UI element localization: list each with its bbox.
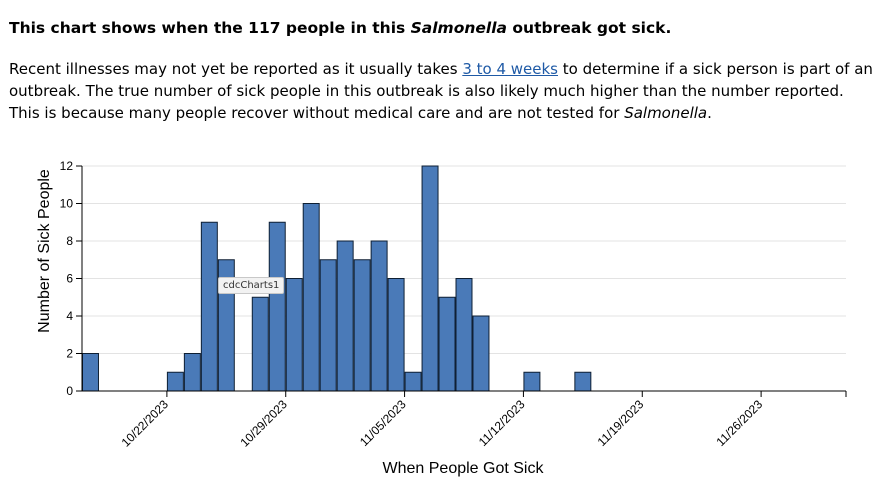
chart-headline: This chart shows when the 117 people in … <box>9 19 671 37</box>
bar[interactable] <box>268 221 286 392</box>
bar[interactable] <box>183 353 201 392</box>
intro-text-3: . <box>707 104 712 122</box>
intro-pathogen: Salmonella <box>624 104 708 122</box>
intro-paragraph: Recent illnesses may not yet be reported… <box>9 58 875 124</box>
x-tick-label: 11/05/2023 <box>357 397 409 449</box>
x-axis-label: When People Got Sick <box>383 460 545 477</box>
y-axis: 0 2 4 6 8 10 12 <box>60 159 83 398</box>
y-tick-label: 12 <box>60 159 74 173</box>
y-tick-label: 10 <box>60 197 74 211</box>
headline-text-pre: This chart shows when the 117 people in … <box>9 19 411 37</box>
y-tick-label: 4 <box>66 309 73 323</box>
bar[interactable] <box>370 240 388 392</box>
bar[interactable] <box>285 278 303 392</box>
bar[interactable] <box>353 259 371 392</box>
intro-text-1: Recent illnesses may not yet be reported… <box>9 60 463 78</box>
y-tick-label: 2 <box>66 347 73 361</box>
headline-pathogen: Salmonella <box>410 19 507 37</box>
intro-text-2: to determine if a sick person is part of… <box>9 60 873 122</box>
bar[interactable] <box>166 371 184 392</box>
y-tick-label: 6 <box>66 272 73 286</box>
y-tick-label: 8 <box>66 234 73 248</box>
bar[interactable] <box>319 259 337 392</box>
bar[interactable] <box>523 371 541 392</box>
x-tick-label: 11/19/2023 <box>595 397 647 449</box>
reporting-timeline-link[interactable]: 3 to 4 weeks <box>462 60 558 78</box>
x-axis: 10/22/2023 10/29/2023 11/05/2023 11/12/2023… <box>82 390 847 450</box>
y-axis-label: Number of Sick People <box>36 169 53 333</box>
bar[interactable] <box>82 353 99 392</box>
bar[interactable] <box>455 278 473 392</box>
y-tick-label: 0 <box>66 384 73 398</box>
x-tick-label: 10/22/2023 <box>119 397 172 450</box>
bar[interactable] <box>251 296 269 392</box>
bar[interactable] <box>404 371 422 392</box>
epi-curve-chart: 0 2 4 6 8 10 12 10/22/2023 10/29/2023 11/05/2023… <box>36 159 847 477</box>
headline-text-post: outbreak got sick. <box>507 19 672 37</box>
x-tick-label: 11/26/2023 <box>713 397 765 449</box>
x-tick-label: 10/29/2023 <box>237 397 290 450</box>
bar[interactable] <box>200 221 218 392</box>
bar[interactable] <box>302 203 320 392</box>
bar[interactable] <box>438 296 456 392</box>
bar[interactable] <box>574 371 592 392</box>
bar[interactable] <box>421 165 439 392</box>
bar[interactable] <box>336 240 354 392</box>
bar[interactable] <box>387 278 405 392</box>
bar[interactable] <box>472 315 490 392</box>
chart-tooltip-label: cdcCharts1 <box>218 277 285 294</box>
x-tick-label: 11/12/2023 <box>476 397 528 449</box>
